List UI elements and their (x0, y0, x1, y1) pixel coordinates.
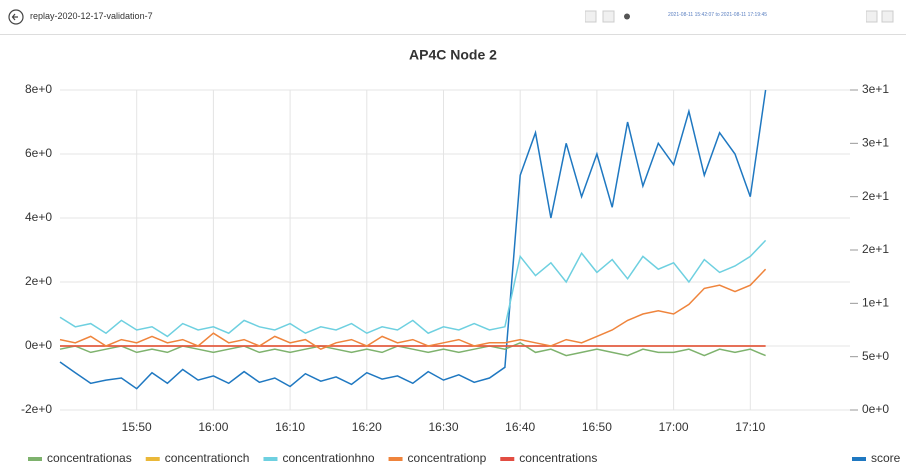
series-line (59, 89, 767, 390)
y2-tick-label: 1e+1 (862, 296, 889, 310)
y-tick-label: 2e+0 (25, 274, 52, 288)
series-line (59, 268, 767, 351)
x-tick-label: 16:20 (352, 420, 382, 434)
x-tick-label: 16:50 (582, 420, 612, 434)
legend-swatch (145, 457, 160, 461)
legend-label: concentrationp (408, 451, 487, 465)
series-line (59, 239, 767, 338)
legend-label: concentrationch (165, 451, 250, 465)
x-tick-label: 16:10 (275, 420, 305, 434)
legend-label: concentrations (519, 451, 597, 465)
dashboard-title[interactable]: replay-2020-12-17-validation-7 (30, 11, 153, 21)
y2-tick-label: 3e+1 (862, 82, 889, 96)
y2-tick-label: 0e+0 (862, 402, 889, 416)
x-tick-label: 17:10 (735, 420, 765, 434)
y2-tick-label: 5e+0 (862, 349, 889, 363)
toolbar-icons[interactable] (585, 10, 645, 24)
legend-swatch (28, 457, 42, 461)
back-button[interactable] (6, 7, 26, 27)
y2-tick-label: 2e+1 (862, 189, 889, 203)
chart: AP4C Node 2 -2e+0 0e+0 2e+0 4e+0 6e+0 8e+0 0e+… (21, 47, 901, 465)
legend-swatch (388, 457, 403, 461)
x-tick-label: 16:40 (505, 420, 535, 434)
y-tick-label: 0e+0 (25, 338, 52, 352)
zoom-icons[interactable] (866, 10, 906, 24)
legend-label: concentrationhno (282, 451, 374, 465)
y-tick-label: -2e+0 (21, 402, 52, 416)
legend-label: score (871, 451, 901, 465)
series-line (59, 341, 766, 357)
legend-swatch (852, 457, 866, 461)
top-bar: replay-2020-12-17-validation-7 2021-08-1… (0, 0, 906, 35)
y-tick-label: 8e+0 (25, 82, 52, 96)
chart-title: AP4C Node 2 (409, 47, 497, 63)
time-range[interactable]: 2021-08-11 15:42:07 to 2021-08-11 17:19:… (668, 12, 768, 18)
x-tick-label: 16:00 (198, 420, 228, 434)
x-tick-label: 16:30 (428, 420, 458, 434)
x-tick-label: 17:00 (659, 420, 689, 434)
legend-swatch (500, 457, 515, 461)
x-tick-label: 15:50 (122, 420, 152, 434)
legend-label: concentrationas (47, 451, 132, 465)
legend-swatch (263, 457, 278, 461)
y2-tick-label: 3e+1 (862, 136, 889, 150)
y-tick-label: 6e+0 (25, 146, 52, 160)
y-tick-label: 4e+0 (25, 210, 52, 224)
y2-tick-label: 2e+1 (862, 242, 889, 256)
